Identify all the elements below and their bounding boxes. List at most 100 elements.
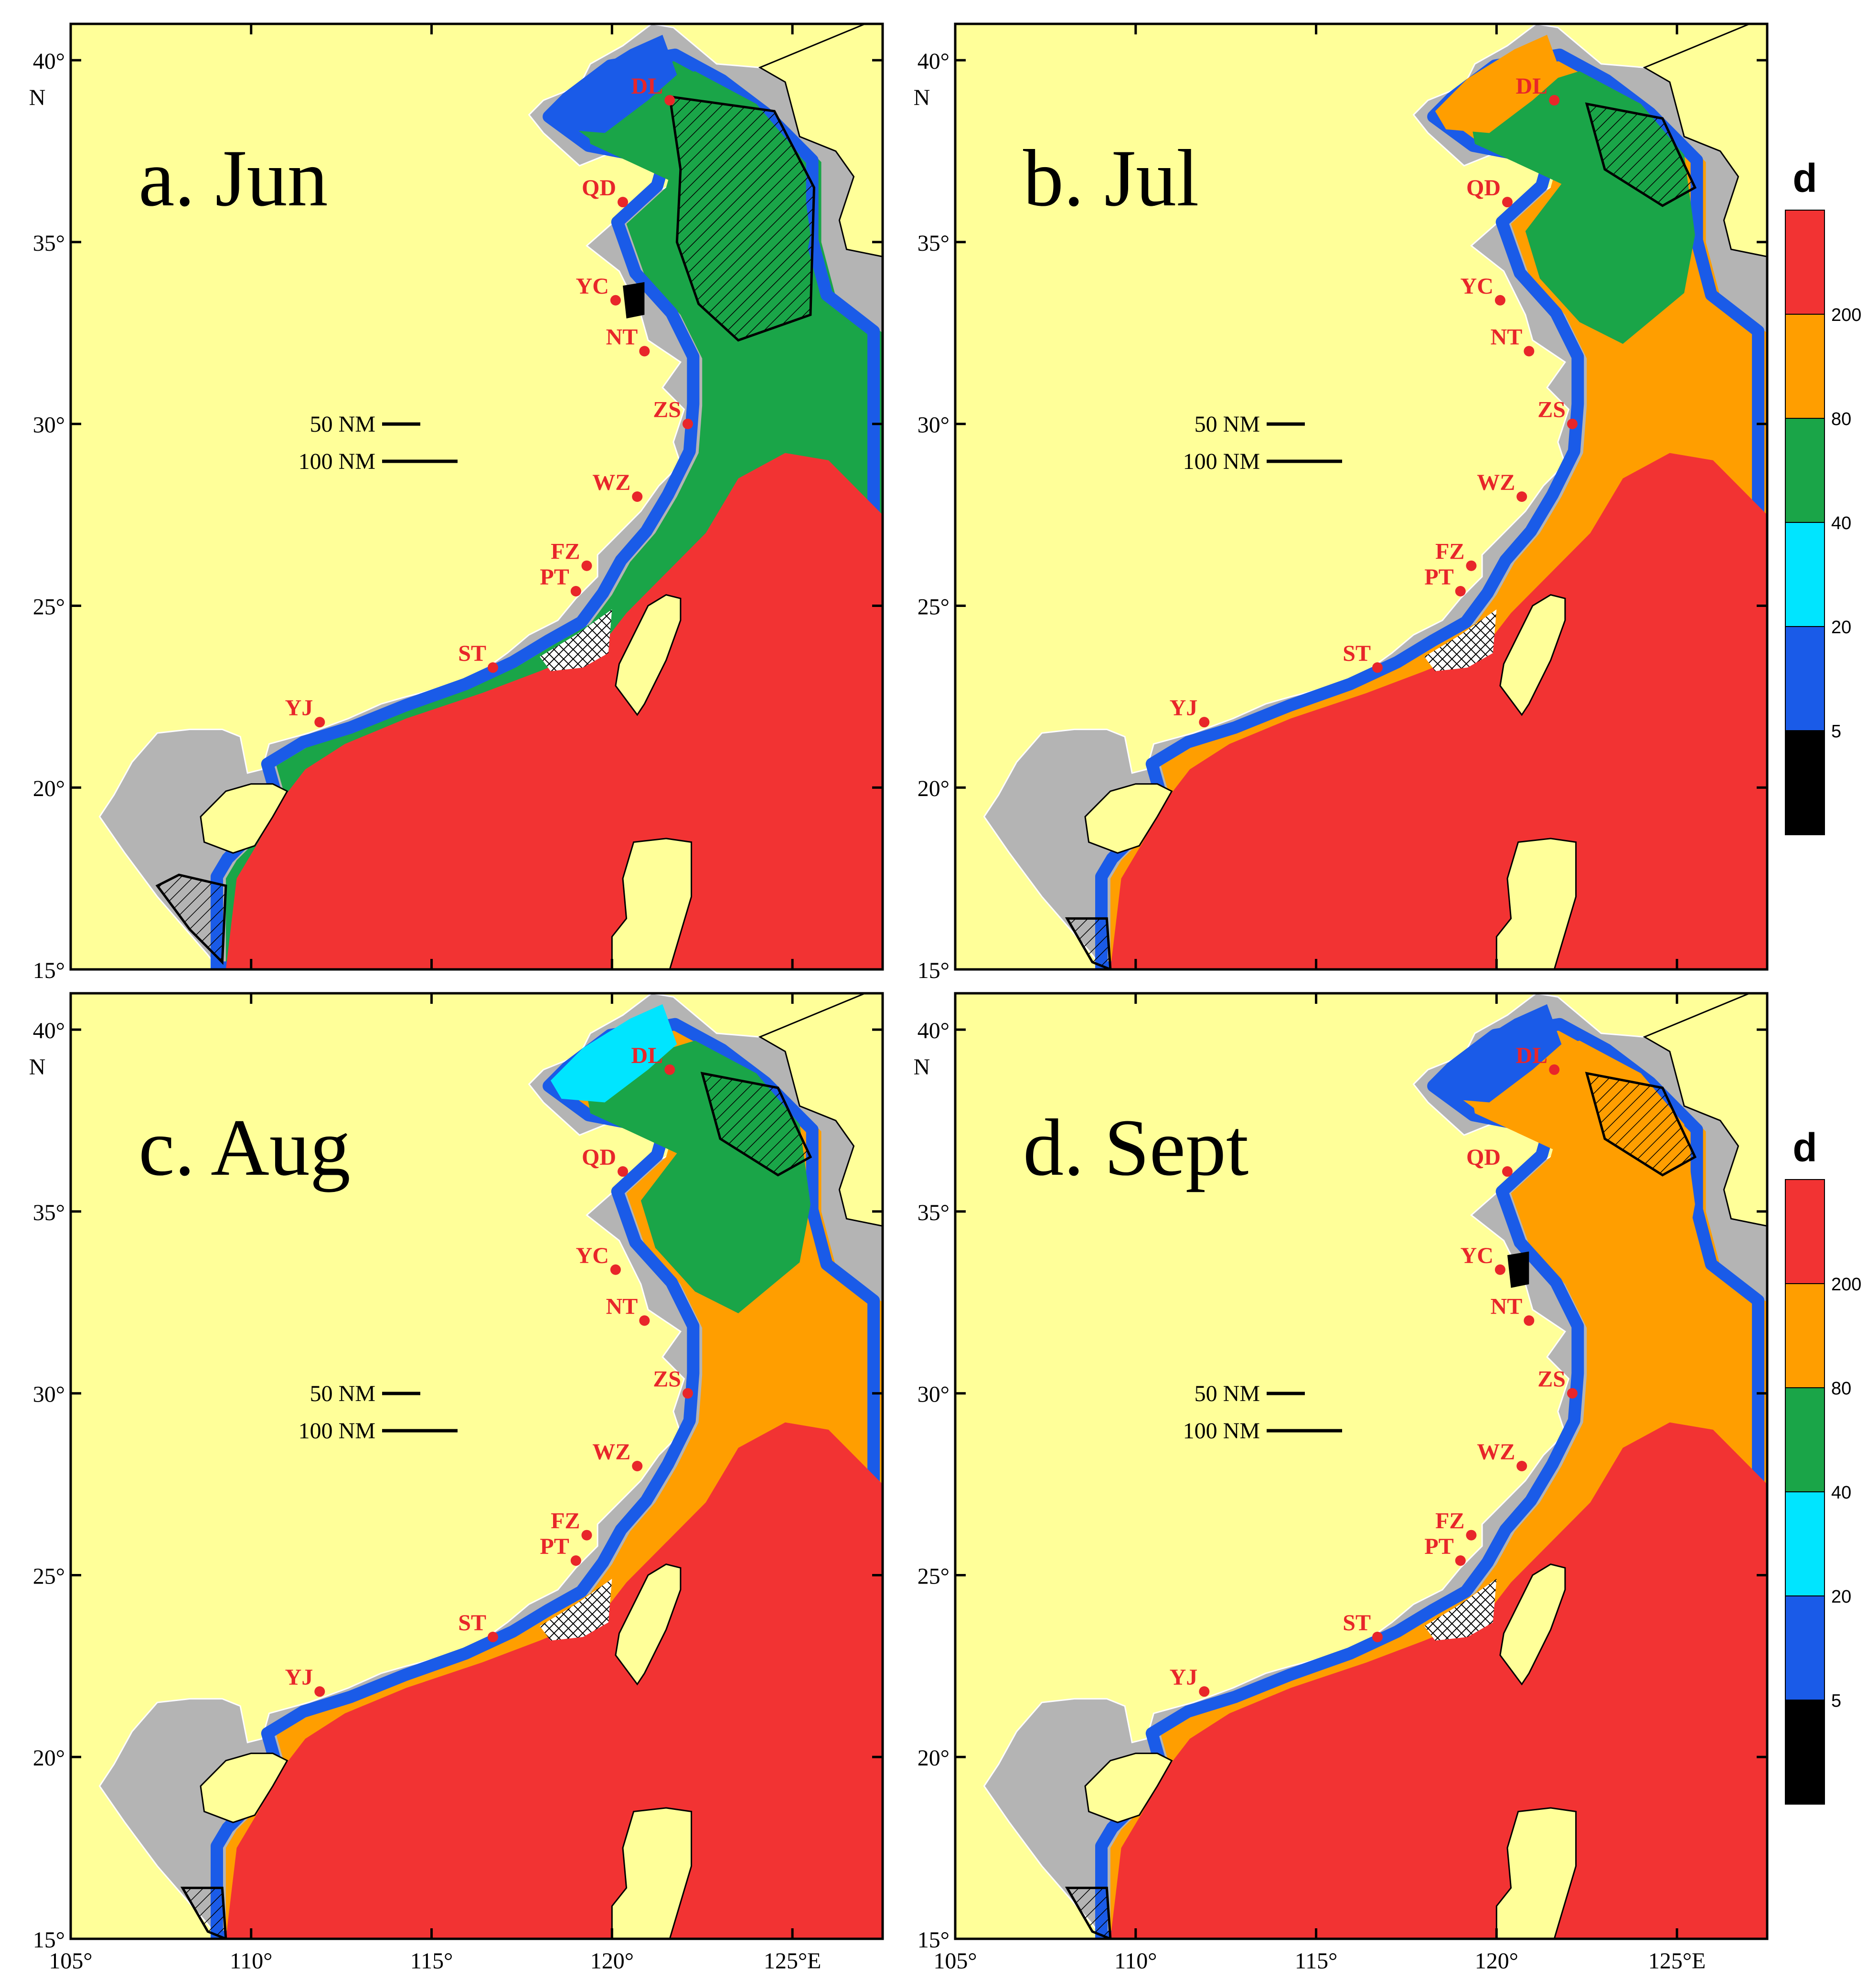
lat-axis-label: N xyxy=(29,1054,46,1080)
colorbar-label: 5 xyxy=(1831,722,1841,742)
city-marker-dl xyxy=(664,1064,675,1075)
city-label-st: ST xyxy=(1343,1610,1371,1636)
colorbar-label: 200 xyxy=(1831,305,1861,325)
taiwan-island xyxy=(1499,1563,1566,1686)
korea-peninsula xyxy=(1643,24,1767,257)
lat-tick-label: 40° xyxy=(917,49,950,74)
city-label-nt: NT xyxy=(1491,1294,1523,1319)
city-marker-dl xyxy=(664,95,675,106)
crosshatch-region xyxy=(540,1579,612,1641)
city-marker-yc xyxy=(1494,1264,1505,1275)
taiwan-island xyxy=(615,1563,682,1686)
city-marker-wz xyxy=(632,1461,643,1471)
bohai-zone xyxy=(1435,34,1562,133)
city-label-yc: YC xyxy=(1461,274,1494,299)
hatched-region xyxy=(668,95,815,342)
lat-tick-label: 30° xyxy=(917,1382,950,1407)
city-label-pt: PT xyxy=(1424,1534,1453,1559)
panel-title-a: a. Jun xyxy=(139,133,328,223)
colorbar-segment xyxy=(1785,626,1825,731)
city-label-qd: QD xyxy=(1466,175,1501,201)
bohai-zone xyxy=(1435,1004,1562,1103)
lon-tick-label: 115° xyxy=(1295,1948,1337,1974)
lon-tick-label: 115° xyxy=(410,1948,453,1974)
lat-tick-label: 15° xyxy=(33,1927,65,1953)
city-marker-zs xyxy=(1567,1388,1578,1399)
city-label-yj: YJ xyxy=(1170,1665,1198,1690)
city-marker-pt xyxy=(570,1555,581,1566)
city-marker-fz xyxy=(1466,560,1477,571)
hatched-region xyxy=(1585,1072,1697,1177)
colorbar-segment xyxy=(1785,1491,1825,1596)
city-marker-qd xyxy=(618,1166,628,1177)
city-marker-wz xyxy=(632,491,643,502)
lon-tick-label: 120° xyxy=(1475,1948,1518,1974)
colorbar-segment xyxy=(1785,314,1825,419)
luzon-island xyxy=(611,1807,693,1939)
colorbar-bottom: d 5 20 40 80 200 xyxy=(1785,1125,1861,1805)
lat-tick-label: 15° xyxy=(33,958,65,983)
lat-axis-label: N xyxy=(29,85,46,110)
city-label-fz: FZ xyxy=(551,539,580,564)
city-marker-yc xyxy=(610,295,621,306)
lat-tick-label: 30° xyxy=(33,1382,65,1407)
offshore-band xyxy=(225,453,883,969)
city-label-nt: NT xyxy=(1491,324,1523,350)
panel-frame xyxy=(69,22,884,971)
panel-frame xyxy=(69,992,884,1940)
city-label-dl: DL xyxy=(631,1043,663,1068)
panel-title-d: d. Sept xyxy=(1023,1103,1248,1192)
hatched-region xyxy=(1065,1886,1112,1939)
city-label-zs: ZS xyxy=(1537,397,1566,423)
city-marker-st xyxy=(488,662,498,673)
colorbar-segment xyxy=(1785,1387,1825,1492)
offshore-band xyxy=(1110,453,1767,969)
low-value-patch xyxy=(623,282,645,319)
city-marker-fz xyxy=(581,560,592,571)
lat-tick-label: 15° xyxy=(917,958,950,983)
bohai-zone xyxy=(550,1004,677,1103)
lat-tick-label: 25° xyxy=(33,594,65,619)
colorbar-segment xyxy=(1785,1179,1825,1284)
lat-tick-label: 30° xyxy=(917,413,950,438)
city-label-yc: YC xyxy=(576,1243,609,1268)
lon-tick-label: 110° xyxy=(1114,1948,1157,1974)
bohai-zone xyxy=(550,34,677,133)
city-marker-yj xyxy=(1199,717,1210,728)
lat-tick-label: 20° xyxy=(917,1745,950,1771)
city-label-dl: DL xyxy=(1516,74,1548,99)
colorbar-segment xyxy=(1785,1283,1825,1388)
lat-tick-label: 25° xyxy=(917,1563,950,1589)
crosshatch-region xyxy=(540,609,612,671)
low-value-patch xyxy=(1507,1251,1529,1288)
city-label-yc: YC xyxy=(1461,1243,1494,1268)
crosshatch-region xyxy=(1424,609,1497,671)
lon-tick-label: 125°E xyxy=(1648,1948,1706,1974)
hainan-island xyxy=(1084,783,1173,854)
city-label-wz: WZ xyxy=(1477,470,1515,495)
city-label-nt: NT xyxy=(606,324,638,350)
city-marker-pt xyxy=(570,586,581,596)
korea-peninsula xyxy=(1643,993,1767,1227)
colorbar-label: 200 xyxy=(1831,1275,1861,1295)
city-label-st: ST xyxy=(1343,641,1371,666)
panel-frame xyxy=(954,992,1769,1940)
lat-tick-label: 20° xyxy=(917,776,950,801)
scale-label-50nm: 50 NM xyxy=(1195,412,1260,437)
city-marker-yc xyxy=(610,1264,621,1275)
lat-tick-label: 20° xyxy=(33,776,65,801)
colorbar-label: 20 xyxy=(1831,1587,1851,1607)
city-label-qd: QD xyxy=(582,175,616,201)
colorbar-label: 80 xyxy=(1831,409,1851,429)
city-label-st: ST xyxy=(458,1610,486,1636)
city-marker-pt xyxy=(1455,586,1466,596)
lat-tick-label: 40° xyxy=(33,1018,65,1043)
colorbar-segment xyxy=(1785,730,1825,835)
colorbar-label: 20 xyxy=(1831,617,1851,638)
colorbar-segment xyxy=(1785,418,1825,523)
city-marker-dl xyxy=(1549,1064,1560,1075)
hatched-region xyxy=(1065,917,1112,969)
city-label-pt: PT xyxy=(540,1534,569,1559)
offshore-band xyxy=(1110,1422,1767,1939)
city-marker-nt xyxy=(639,346,650,357)
